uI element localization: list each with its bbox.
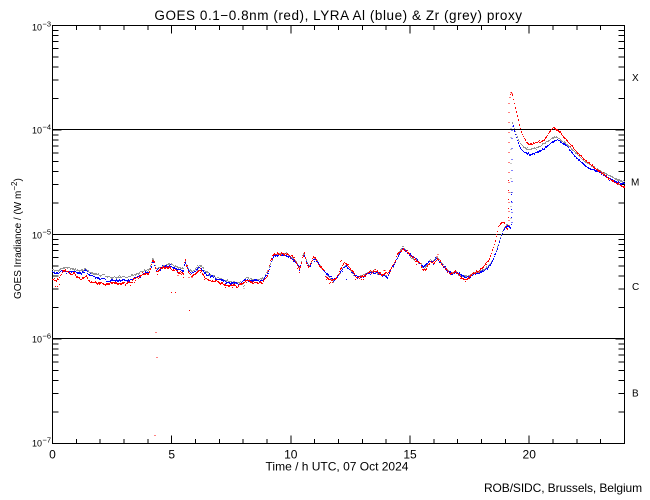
svg-text:−4: −4 <box>43 123 52 132</box>
svg-text:ROB/SIDC, Brussels, Belgium: ROB/SIDC, Brussels, Belgium <box>484 481 642 495</box>
svg-text:GOES 0.1−0.8nm (red), LYRA Al: GOES 0.1−0.8nm (red), LYRA Al (blue) & Z… <box>154 8 522 23</box>
svg-text:Time / h UTC, 07 Oct 2024: Time / h UTC, 07 Oct 2024 <box>266 460 409 474</box>
svg-text:10: 10 <box>32 439 42 449</box>
svg-text:10: 10 <box>32 231 42 241</box>
svg-text:10: 10 <box>32 23 42 33</box>
svg-text:X: X <box>632 73 639 84</box>
svg-text:10: 10 <box>32 126 42 136</box>
svg-text:−5: −5 <box>43 228 52 237</box>
svg-text:GOES Irradiance / (W m−2): GOES Irradiance / (W m−2) <box>10 178 24 299</box>
svg-text:10: 10 <box>284 448 298 462</box>
svg-text:15: 15 <box>403 448 417 462</box>
svg-text:B: B <box>632 389 639 400</box>
svg-text:−3: −3 <box>43 20 52 29</box>
svg-text:10: 10 <box>32 335 42 345</box>
svg-text:−6: −6 <box>43 332 52 341</box>
svg-text:C: C <box>632 282 639 293</box>
svg-text:0: 0 <box>49 448 56 462</box>
svg-text:M: M <box>631 178 639 189</box>
svg-text:5: 5 <box>168 448 175 462</box>
svg-text:20: 20 <box>523 448 537 462</box>
svg-text:−7: −7 <box>43 436 52 445</box>
